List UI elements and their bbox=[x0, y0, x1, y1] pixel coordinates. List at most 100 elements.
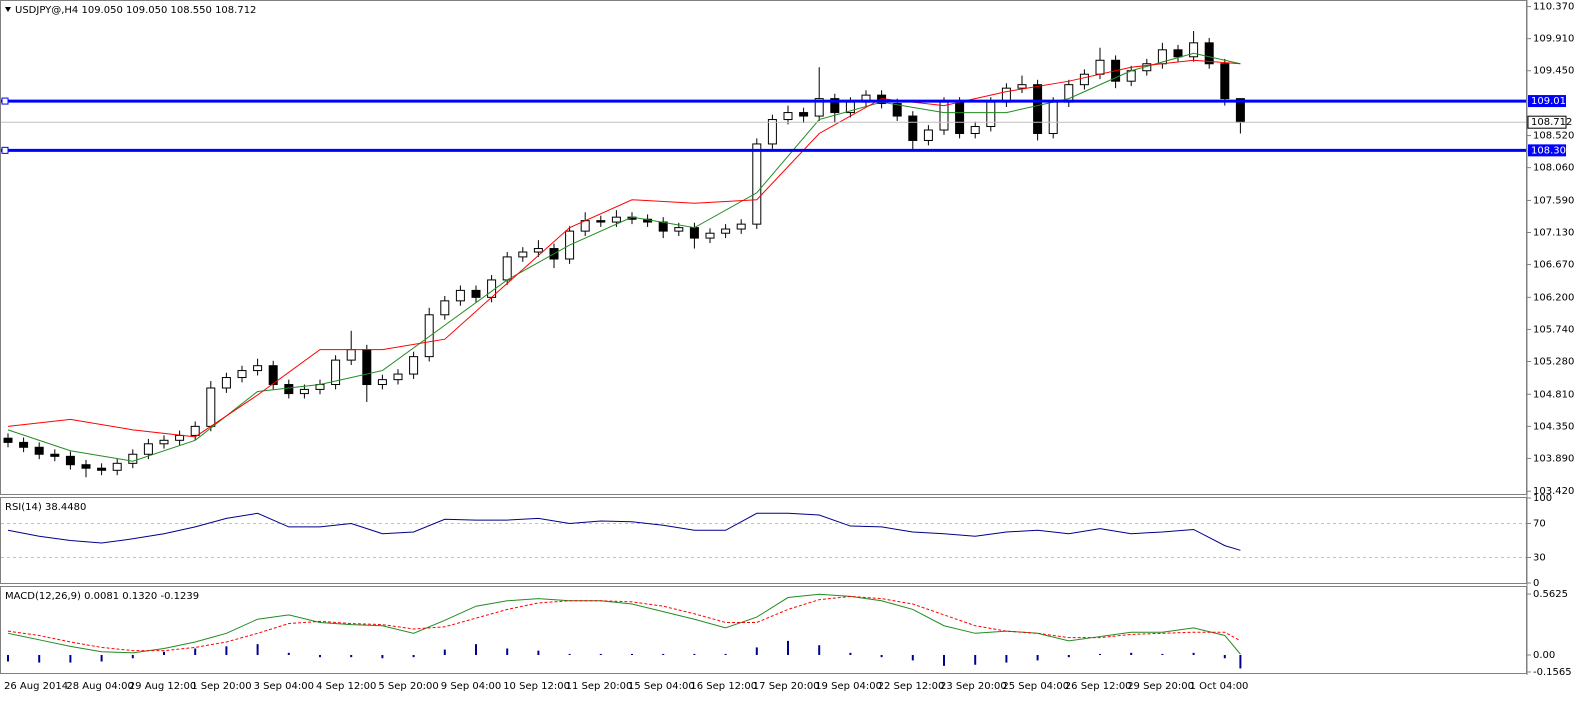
y-tick-label: 108.520 bbox=[1533, 131, 1574, 142]
candle-body bbox=[736, 223, 746, 230]
candle-body bbox=[237, 370, 247, 379]
candle-body bbox=[284, 384, 294, 395]
level-box bbox=[1528, 144, 1566, 157]
y-tick-label: 109.910 bbox=[1533, 34, 1574, 45]
moving-average bbox=[7, 59, 1241, 438]
y-tick-label: 106.670 bbox=[1533, 260, 1574, 271]
y-tick-label: 0 bbox=[1533, 578, 1539, 589]
x-tick-label: 17 Sep 20:00 bbox=[753, 681, 820, 692]
candle-body bbox=[190, 425, 200, 436]
macd-frame bbox=[0, 586, 1527, 674]
candle-body bbox=[128, 453, 138, 464]
candle-body bbox=[143, 443, 153, 455]
x-tick-label: 29 Sep 20:00 bbox=[1127, 681, 1194, 692]
y-tick-label: 100 bbox=[1533, 493, 1552, 504]
candle-body bbox=[81, 464, 91, 469]
candle-body bbox=[221, 377, 231, 389]
y-tick-label: 106.200 bbox=[1533, 292, 1574, 303]
x-tick-label: 4 Sep 12:00 bbox=[316, 681, 376, 692]
candle-body bbox=[65, 455, 75, 466]
candle-body bbox=[362, 349, 372, 386]
candle-body bbox=[331, 359, 341, 386]
candle-body bbox=[253, 365, 263, 372]
candle-body bbox=[1204, 42, 1214, 65]
candle-body bbox=[518, 251, 528, 258]
candle-body bbox=[923, 129, 933, 141]
x-tick-label: 1 Oct 04:00 bbox=[1190, 681, 1249, 692]
candle-body bbox=[611, 216, 621, 223]
candle-body bbox=[97, 467, 107, 471]
y-tick-label: 104.810 bbox=[1533, 389, 1574, 400]
candle-body bbox=[533, 248, 543, 253]
current-price-label: 108.712 bbox=[1531, 117, 1572, 128]
x-tick-label: 9 Sep 04:00 bbox=[441, 681, 501, 692]
x-tick-label: 1 Sep 20:00 bbox=[191, 681, 251, 692]
menu-arrow bbox=[5, 7, 11, 12]
candle-body bbox=[767, 119, 777, 145]
candle-body bbox=[3, 437, 13, 443]
macd-title: MACD(12,26,9) 0.0081 0.1320 -0.1239 bbox=[5, 591, 199, 602]
candle-body bbox=[705, 232, 715, 239]
candle-body bbox=[346, 349, 356, 361]
candle-body bbox=[471, 289, 481, 298]
candle-body bbox=[159, 439, 169, 445]
macd-line bbox=[7, 593, 1241, 655]
price-title: USDJPY@,H4 109.050 109.050 108.550 108.7… bbox=[15, 5, 256, 16]
candle-body bbox=[206, 387, 216, 427]
candle-body bbox=[814, 98, 824, 117]
candle-body bbox=[658, 221, 668, 232]
y-tick-label: 107.130 bbox=[1533, 228, 1574, 239]
candle-body bbox=[908, 115, 918, 141]
y-tick-label: 0.00 bbox=[1533, 650, 1555, 661]
y-tick-label: 103.890 bbox=[1533, 453, 1574, 464]
candle-body bbox=[34, 446, 44, 455]
price-frame bbox=[0, 0, 1527, 495]
y-tick-label: 103.420 bbox=[1533, 486, 1574, 497]
x-tick-label: 19 Sep 04:00 bbox=[815, 681, 882, 692]
candle-body bbox=[830, 98, 840, 114]
candle-body bbox=[596, 220, 606, 223]
candle-body bbox=[1017, 84, 1027, 89]
candle-body bbox=[19, 441, 29, 448]
candle-body bbox=[424, 314, 434, 358]
candle-body bbox=[1189, 42, 1199, 58]
x-tick-label: 11 Sep 20:00 bbox=[566, 681, 633, 692]
candle-body bbox=[377, 379, 387, 386]
candle-body bbox=[970, 126, 980, 134]
candle-body bbox=[1079, 73, 1089, 86]
y-tick-label: 110.370 bbox=[1533, 2, 1574, 13]
candle-body bbox=[175, 434, 185, 441]
candle-body bbox=[1220, 63, 1230, 100]
candle-body bbox=[752, 143, 762, 225]
rsi-line bbox=[7, 512, 1241, 551]
y-tick-label: -0.1565 bbox=[1533, 667, 1572, 678]
y-tick-label: 0.5625 bbox=[1533, 589, 1568, 600]
candle-body bbox=[674, 227, 684, 232]
level-anchor bbox=[1, 146, 9, 154]
x-tick-label: 26 Sep 12:00 bbox=[1065, 681, 1132, 692]
candle-body bbox=[955, 101, 965, 134]
y-tick-label: 108.060 bbox=[1533, 163, 1574, 174]
y-tick-label: 107.590 bbox=[1533, 195, 1574, 206]
x-tick-label: 5 Sep 20:00 bbox=[378, 681, 438, 692]
candle-body bbox=[393, 373, 403, 381]
level-box bbox=[1528, 95, 1566, 108]
moving-average bbox=[7, 52, 1241, 462]
candle-body bbox=[1048, 101, 1058, 134]
level-anchor bbox=[1, 97, 9, 105]
level-label: 109.015 bbox=[1531, 96, 1572, 107]
y-tick-label: 105.740 bbox=[1533, 324, 1574, 335]
rsi-title: RSI(14) 38.4480 bbox=[5, 502, 86, 513]
x-tick-label: 16 Sep 12:00 bbox=[690, 681, 757, 692]
candle-body bbox=[455, 289, 465, 302]
x-tick-label: 15 Sep 04:00 bbox=[628, 681, 695, 692]
candle-body bbox=[721, 228, 731, 234]
current-price-box bbox=[1527, 115, 1567, 129]
signal-line bbox=[7, 595, 1241, 652]
x-tick-label: 23 Sep 20:00 bbox=[940, 681, 1007, 692]
y-tick-label: 105.280 bbox=[1533, 357, 1574, 368]
candle-body bbox=[1095, 59, 1105, 75]
level-label: 108.308 bbox=[1531, 145, 1572, 156]
candle-body bbox=[986, 101, 996, 128]
